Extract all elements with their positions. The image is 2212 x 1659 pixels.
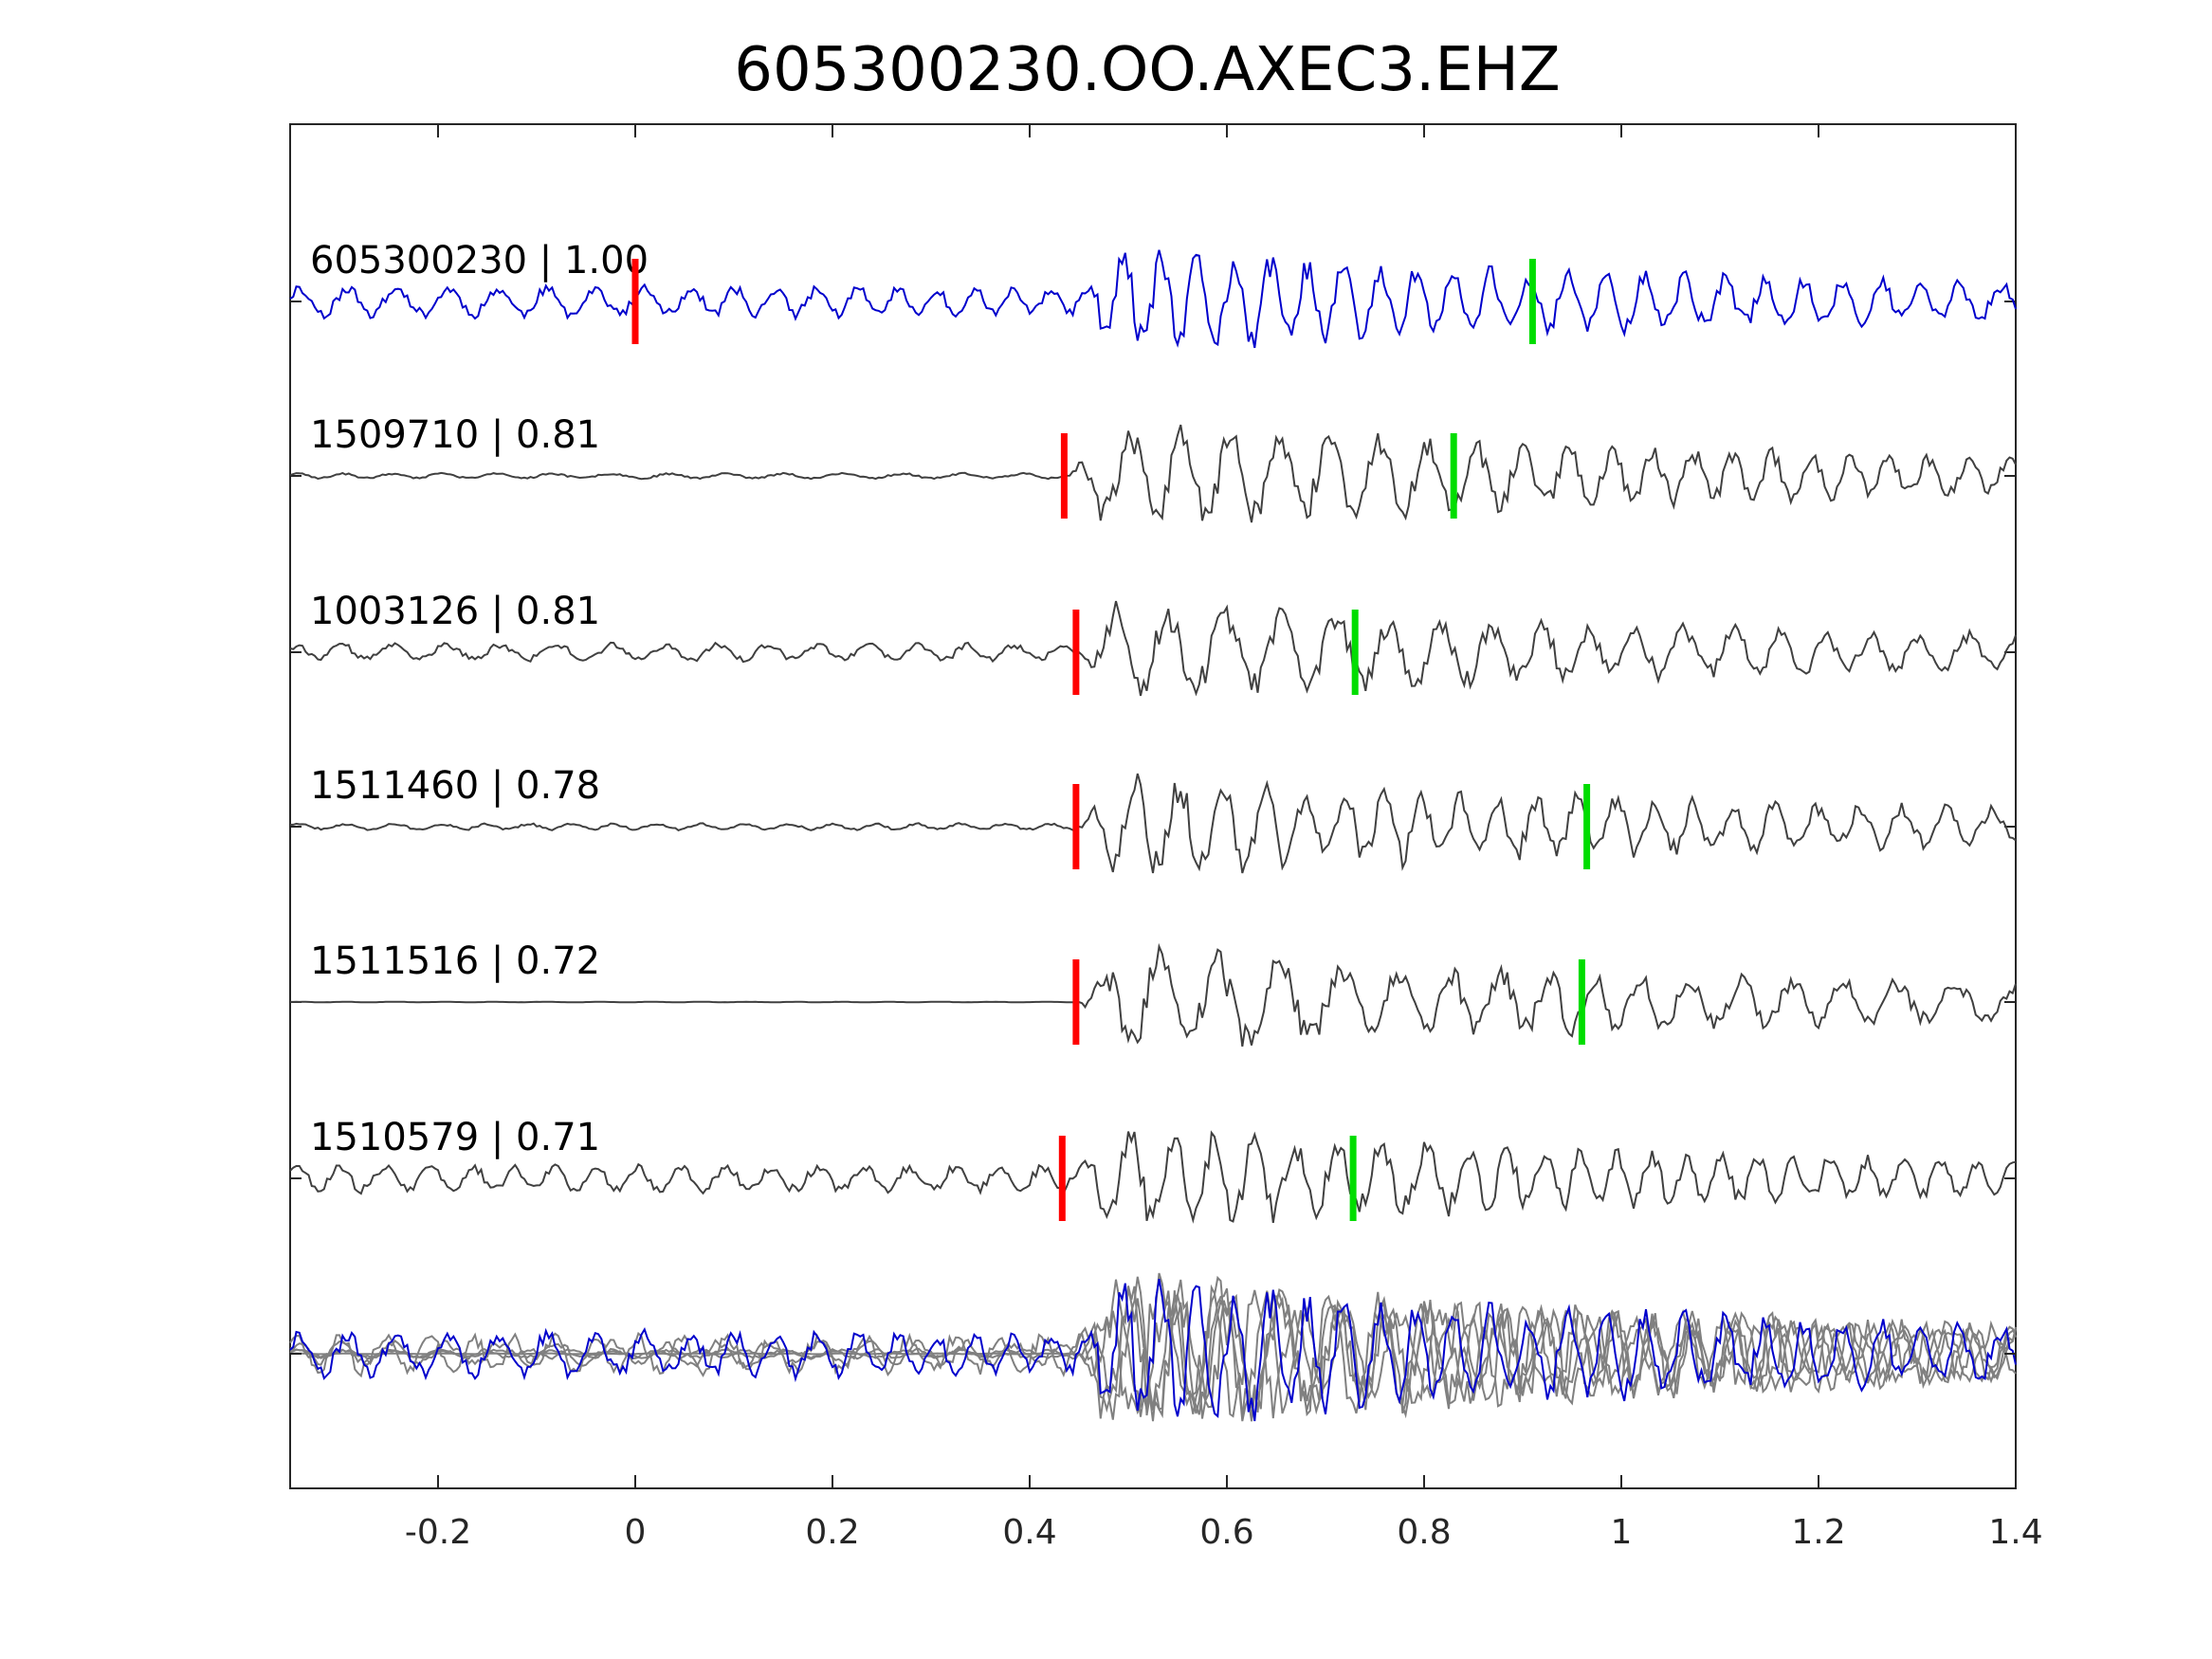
x-tick-label: 1 (1611, 1513, 1633, 1552)
x-axis: -0.2 0 0.2 0.4 0.6 0.8 1 1.2 1.4 (405, 124, 2043, 1552)
phase-picks (631, 259, 1591, 1221)
x-tick-label: 1.2 (1791, 1513, 1845, 1552)
x-tick-label: 0 (625, 1513, 647, 1552)
trace-label-3: 1511460 | 0.78 (310, 764, 600, 808)
trace-line-1 (289, 424, 2017, 523)
overlay-group (289, 1272, 2017, 1422)
trace-line-2 (289, 600, 2017, 697)
x-tick-label: 1.4 (1988, 1513, 2042, 1552)
trace-label-5: 1510579 | 0.71 (310, 1116, 600, 1159)
trace-label-1: 1509710 | 0.81 (310, 413, 600, 457)
x-tick-label: 0.4 (1002, 1513, 1056, 1552)
traces-group (289, 249, 2017, 1224)
trace-line-3 (289, 773, 2017, 874)
overlay-line-3 (289, 1276, 2017, 1422)
chart-title: 605300230.OO.AXEC3.EHZ (734, 35, 1561, 105)
trace-line-0 (289, 249, 2017, 349)
trace-label-0: 605300230 | 1.00 (310, 239, 649, 283)
overlay-line-4 (289, 1272, 2017, 1419)
trace-label-2: 1003126 | 0.81 (310, 590, 600, 633)
x-tick-label: -0.2 (405, 1513, 471, 1552)
overlay-line-0 (289, 1278, 2017, 1422)
plot-area (289, 123, 2017, 1489)
trace-label-4: 1511516 | 0.72 (310, 939, 600, 983)
x-tick-label: 0.8 (1397, 1513, 1451, 1552)
trace-line-4 (290, 942, 2017, 1048)
trace-labels: 605300230 | 1.00 1509710 | 0.81 1003126 | … (310, 239, 649, 1159)
x-tick-label: 0.6 (1199, 1513, 1253, 1552)
trace-line-5 (289, 1130, 2017, 1224)
x-tick-label: 0.2 (805, 1513, 859, 1552)
overlay-line-2 (289, 1279, 2017, 1417)
